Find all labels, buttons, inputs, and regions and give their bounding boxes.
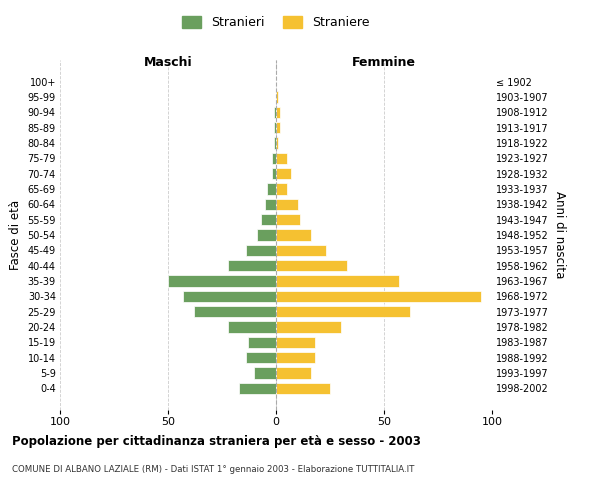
Bar (276, 122, 280, 134)
Bar (276, 244, 326, 256)
Bar (229, 260, 276, 272)
Bar (276, 276, 399, 287)
Bar (276, 214, 300, 226)
Bar (274, 106, 276, 118)
Bar (168, 276, 276, 287)
Y-axis label: Anni di nascita: Anni di nascita (553, 192, 566, 278)
Bar (265, 198, 276, 210)
Bar (246, 352, 276, 364)
Bar (276, 368, 311, 379)
Bar (272, 168, 276, 179)
Bar (274, 122, 276, 134)
Bar (276, 183, 287, 194)
Text: COMUNE DI ALBANO LAZIALE (RM) - Dati ISTAT 1° gennaio 2003 - Elaborazione TUTTIT: COMUNE DI ALBANO LAZIALE (RM) - Dati IST… (12, 465, 415, 474)
Bar (254, 368, 276, 379)
Bar (276, 168, 291, 179)
Bar (246, 244, 276, 256)
Bar (276, 229, 311, 241)
Y-axis label: Fasce di età: Fasce di età (9, 200, 22, 270)
Bar (239, 382, 276, 394)
Bar (276, 336, 315, 348)
Text: Popolazione per cittadinanza straniera per età e sesso - 2003: Popolazione per cittadinanza straniera p… (12, 435, 421, 448)
Bar (276, 137, 278, 148)
Bar (272, 152, 276, 164)
Bar (276, 306, 410, 318)
Bar (276, 152, 287, 164)
Bar (276, 91, 278, 102)
Text: Femmine: Femmine (352, 56, 416, 70)
Bar (257, 229, 276, 241)
Bar (276, 322, 341, 333)
Bar (248, 336, 276, 348)
Bar (194, 306, 276, 318)
Bar (276, 106, 280, 118)
Text: Maschi: Maschi (143, 56, 193, 70)
Bar (229, 322, 276, 333)
Legend: Stranieri, Straniere: Stranieri, Straniere (178, 11, 374, 34)
Bar (276, 198, 298, 210)
Bar (183, 290, 276, 302)
Bar (276, 260, 347, 272)
Bar (276, 352, 315, 364)
Bar (261, 214, 276, 226)
Bar (268, 183, 276, 194)
Bar (276, 382, 330, 394)
Bar (276, 290, 481, 302)
Bar (274, 137, 276, 148)
